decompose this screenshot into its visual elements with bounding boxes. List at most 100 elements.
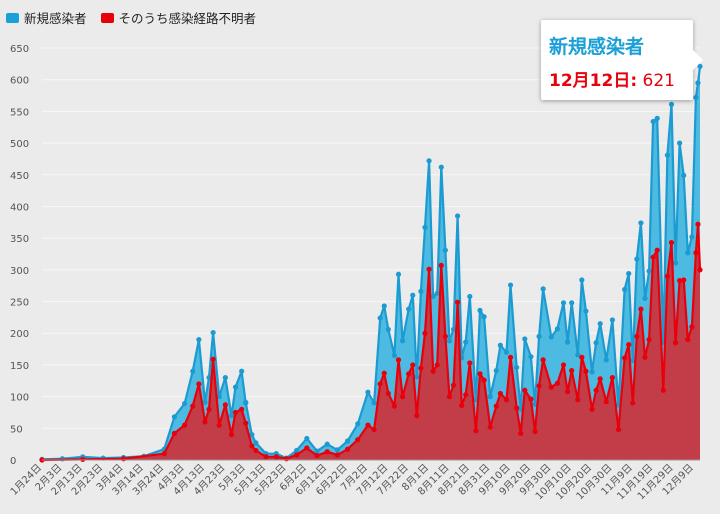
point-unknown-route xyxy=(395,357,402,363)
point-new-cases xyxy=(634,256,640,262)
point-new-cases xyxy=(446,338,453,344)
point-new-cases xyxy=(540,286,546,292)
point-unknown-route xyxy=(672,340,679,346)
legend-item-new-cases[interactable]: 新規感染者 xyxy=(6,8,87,27)
y-tick-label: 400 xyxy=(10,202,29,213)
point-new-cases xyxy=(593,340,599,346)
point-unknown-route xyxy=(430,368,436,374)
point-unknown-route xyxy=(399,394,406,400)
point-unknown-route xyxy=(249,443,255,449)
point-new-cases xyxy=(249,432,255,438)
line-unknown-route xyxy=(41,223,702,462)
area-unknown-route xyxy=(42,224,700,460)
point-new-cases xyxy=(497,342,503,348)
point-new-cases xyxy=(410,292,416,298)
point-unknown-route xyxy=(426,266,432,272)
point-unknown-route xyxy=(120,456,127,462)
point-new-cases xyxy=(463,339,469,345)
point-new-cases xyxy=(589,369,595,375)
point-new-cases xyxy=(597,321,603,327)
point-unknown-route xyxy=(554,380,560,386)
point-unknown-route xyxy=(528,396,534,402)
point-unknown-route xyxy=(385,390,391,397)
point-new-cases xyxy=(228,413,235,419)
point-unknown-route xyxy=(304,445,310,451)
point-new-cases xyxy=(569,300,575,306)
point-unknown-route xyxy=(253,447,259,454)
point-unknown-route xyxy=(344,446,351,452)
point-unknown-route xyxy=(693,250,699,256)
point-new-cases xyxy=(560,300,567,306)
point-new-cases xyxy=(216,394,222,400)
tooltip-value: 621 xyxy=(642,71,675,91)
legend-item-unknown-route[interactable]: そのうち感染経路不明者 xyxy=(100,8,256,27)
y-tick-label: 100 xyxy=(10,393,29,404)
point-unknown-route xyxy=(216,422,222,428)
point-unknown-route xyxy=(222,402,228,408)
point-unknown-route xyxy=(80,456,86,462)
point-new-cases xyxy=(664,152,671,158)
point-unknown-route xyxy=(171,430,178,436)
y-tick-label: 650 xyxy=(10,44,29,55)
point-unknown-route xyxy=(583,368,589,374)
point-unknown-route xyxy=(481,377,487,383)
y-tick-label: 600 xyxy=(10,76,29,87)
point-new-cases xyxy=(672,260,679,266)
y-tick-label: 250 xyxy=(10,298,29,309)
point-unknown-route xyxy=(560,362,567,368)
point-unknown-route xyxy=(638,306,644,312)
point-unknown-route xyxy=(206,406,212,412)
point-new-cases xyxy=(626,271,632,277)
point-unknown-route xyxy=(442,333,448,339)
point-unknown-route xyxy=(603,399,609,405)
point-new-cases xyxy=(646,268,652,274)
point-new-cases xyxy=(583,308,589,314)
point-unknown-route xyxy=(609,375,616,381)
point-unknown-route xyxy=(473,428,479,434)
point-unknown-route xyxy=(569,368,575,374)
point-unknown-route xyxy=(654,247,660,253)
point-unknown-route xyxy=(575,397,581,403)
point-new-cases xyxy=(493,368,499,374)
point-unknown-route xyxy=(410,362,416,368)
point-new-cases xyxy=(434,290,440,296)
point-unknown-route xyxy=(459,402,465,409)
point-new-cases xyxy=(689,234,695,240)
y-tick-label: 350 xyxy=(10,234,29,245)
point-unknown-route xyxy=(622,355,628,361)
point-unknown-route xyxy=(391,403,398,409)
point-unknown-route xyxy=(579,354,585,360)
y-tick-label: 500 xyxy=(10,139,29,150)
tooltip-line: 12月12日: 621 xyxy=(549,66,675,91)
point-new-cases xyxy=(190,368,196,374)
point-new-cases xyxy=(196,336,202,343)
point-unknown-route xyxy=(497,390,503,397)
point-unknown-route xyxy=(660,387,666,393)
point-unknown-route xyxy=(239,406,245,412)
line-new-cases xyxy=(41,66,702,461)
point-new-cases xyxy=(575,352,581,358)
point-unknown-route xyxy=(314,452,320,459)
point-unknown-route xyxy=(334,452,340,458)
point-unknown-route xyxy=(202,419,208,425)
y-tick-label: 450 xyxy=(10,171,29,182)
point-new-cases xyxy=(642,295,648,301)
point-new-cases xyxy=(481,314,487,320)
point-unknown-route xyxy=(418,365,424,371)
point-unknown-route xyxy=(518,430,524,436)
point-unknown-route xyxy=(377,381,383,387)
point-unknown-route xyxy=(685,336,691,343)
legend-swatch-new-cases xyxy=(6,12,19,23)
point-new-cases xyxy=(442,247,448,253)
point-unknown-route xyxy=(642,354,648,360)
point-new-cases xyxy=(371,400,377,406)
point-new-cases xyxy=(638,220,644,226)
point-new-cases xyxy=(294,447,300,454)
point-unknown-route xyxy=(507,354,514,360)
point-new-cases xyxy=(579,277,585,283)
point-unknown-route xyxy=(414,413,420,419)
point-unknown-route xyxy=(422,330,428,336)
point-unknown-route xyxy=(593,387,599,393)
point-new-cases xyxy=(171,414,178,420)
point-new-cases xyxy=(503,349,510,355)
